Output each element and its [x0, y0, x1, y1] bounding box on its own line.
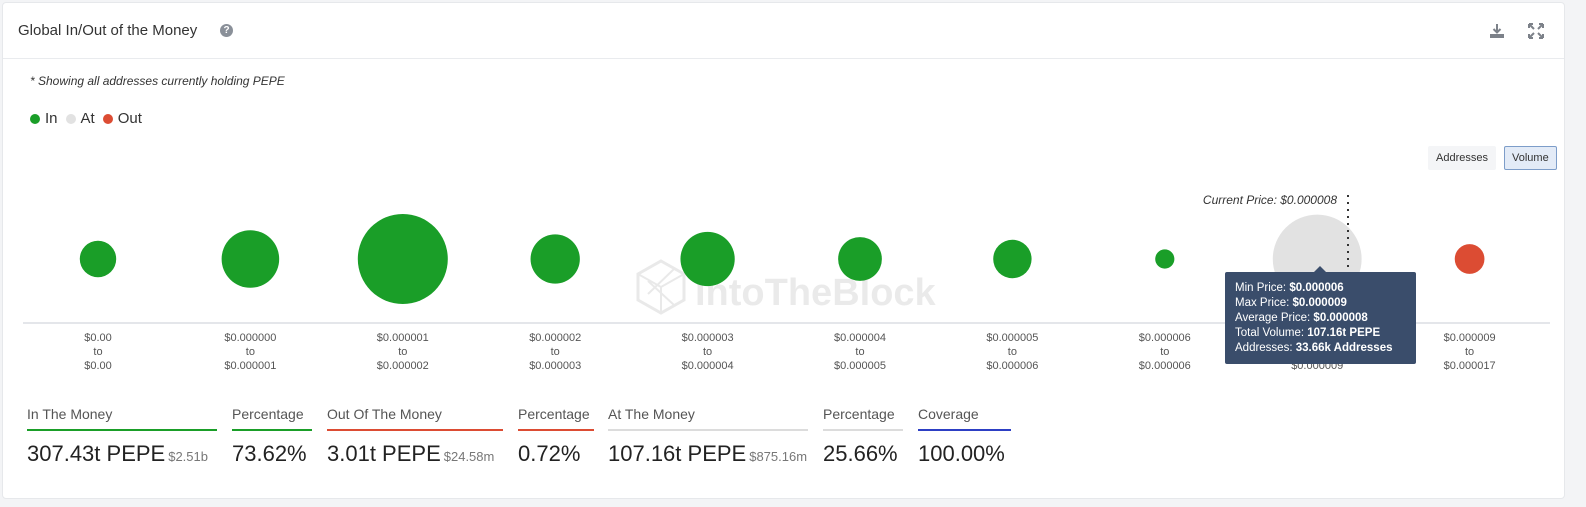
tooltip-caret [1313, 266, 1327, 273]
download-icon[interactable] [1488, 22, 1506, 40]
x-tick-label: $0.000005 to $0.000006 [986, 332, 1038, 372]
bubble-chart: IntoTheBlock $0.00 to $0.00 $0.000000 to $0.0… [23, 193, 1550, 372]
stat-at-the-money: At The Money 107.16t PEPE $875.16m [608, 406, 808, 467]
card-title: Global In/Out of the Money [18, 22, 198, 39]
legend-in[interactable]: In [30, 110, 58, 127]
tooltip-min-price: Min Price: $0.000006 [1235, 282, 1344, 294]
x-tick-label: $0.000003 to $0.000004 [682, 332, 734, 372]
bubble-in[interactable] [530, 234, 580, 284]
stat-underline [327, 429, 503, 431]
stat-label: Coverage [918, 406, 979, 422]
tooltip-addresses: Addresses: 33.66k Addresses [1235, 342, 1393, 354]
x-tick-label: $0.000004 to $0.000005 [834, 332, 886, 372]
stat-value: 100.00% [918, 441, 1005, 466]
bubble-in[interactable] [357, 214, 448, 304]
holding-note: * Showing all addresses currently holdin… [30, 74, 285, 88]
stat-out-of-the-money: Out Of The Money 3.01t PEPE $24.58m [327, 406, 503, 467]
x-tick-label: $0.000000 to $0.000001 [224, 332, 276, 372]
watermark-text: IntoTheBlock [695, 272, 937, 314]
stat-value: 307.43t PEPE $2.51b [27, 441, 208, 466]
legend-in-swatch [30, 113, 40, 124]
addresses-toggle[interactable]: Addresses [1428, 146, 1496, 170]
stat-underline [518, 429, 594, 431]
question-icon[interactable]: ? [220, 24, 233, 37]
legend-at[interactable]: At [65, 110, 95, 127]
x-tick-label: $0.00 to $0.00 [84, 332, 112, 372]
stat-value: 25.66% [823, 441, 898, 466]
current-price-label: Current Price: $0.000008 [1203, 193, 1337, 207]
bubble-out[interactable] [1454, 244, 1485, 274]
stat-label: Percentage [518, 406, 590, 422]
tooltip-total-volume: Total Volume: 107.16t PEPE [1235, 327, 1381, 339]
stat-underline [918, 429, 1011, 431]
stat-label: Percentage [823, 406, 895, 422]
stat-underline [823, 429, 903, 431]
legend: In At Out [30, 110, 150, 127]
volume-toggle[interactable]: Volume [1504, 146, 1557, 170]
stat-label: Percentage [232, 406, 304, 422]
stat-at-percentage: Percentage 25.66% [823, 406, 903, 467]
x-tick-label: $0.000006 to $0.000006 [1139, 332, 1191, 372]
stat-in-the-money: In The Money 307.43t PEPE $2.51b [27, 406, 217, 467]
iotm-card: Global In/Out of the Money ? * Showing a… [2, 2, 1565, 499]
legend-in-label: In [45, 110, 58, 127]
stat-value: 73.62% [232, 441, 307, 466]
stat-label: In The Money [27, 406, 113, 422]
legend-at-swatch [65, 113, 76, 124]
x-tick-labels: $0.00 to $0.00 $0.000000 to $0.000001 $0.00000… [84, 332, 1495, 372]
bubble-in[interactable] [221, 230, 280, 288]
bubbles-layer [79, 214, 1485, 304]
stat-out-percentage: Percentage 0.72% [518, 406, 594, 467]
card-header: Global In/Out of the Money ? [3, 3, 1564, 59]
stat-underline [27, 429, 217, 431]
watermark-logo-icon [636, 259, 686, 315]
legend-out-label: Out [117, 110, 142, 127]
bubble-tooltip: Min Price: $0.000006 Max Price: $0.00000… [1225, 272, 1416, 364]
x-tick-label: $0.000002 to $0.000003 [529, 332, 581, 372]
stat-value: 107.16t PEPE $875.16m [608, 441, 808, 466]
bubble-in[interactable] [1155, 249, 1175, 269]
bubble-in[interactable] [838, 237, 882, 281]
legend-at-label: At [80, 110, 95, 127]
stat-coverage: Coverage 100.00% [918, 406, 1011, 467]
expand-icon[interactable] [1527, 22, 1545, 40]
stat-value: 0.72% [518, 441, 581, 466]
stat-underline [232, 429, 312, 431]
bubble-in[interactable] [993, 239, 1032, 279]
bubble-in[interactable] [79, 240, 117, 278]
watermark: IntoTheBlock [636, 259, 937, 315]
bubble-in[interactable] [680, 231, 735, 287]
x-tick-label: $0.000001 to $0.000002 [377, 332, 429, 372]
legend-out-swatch [102, 113, 113, 124]
tooltip-avg-price: Average Price: $0.000008 [1235, 312, 1368, 324]
x-tick-label: $0.000009 to $0.000017 [1444, 332, 1496, 372]
stat-in-percentage: Percentage 73.62% [232, 406, 312, 467]
stat-label: At The Money [608, 406, 695, 422]
legend-out[interactable]: Out [102, 110, 142, 127]
stat-label: Out Of The Money [327, 406, 442, 422]
stat-value: 3.01t PEPE $24.58m [327, 441, 495, 466]
stat-underline [608, 429, 808, 431]
tooltip-max-price: Max Price: $0.000009 [1235, 297, 1347, 309]
